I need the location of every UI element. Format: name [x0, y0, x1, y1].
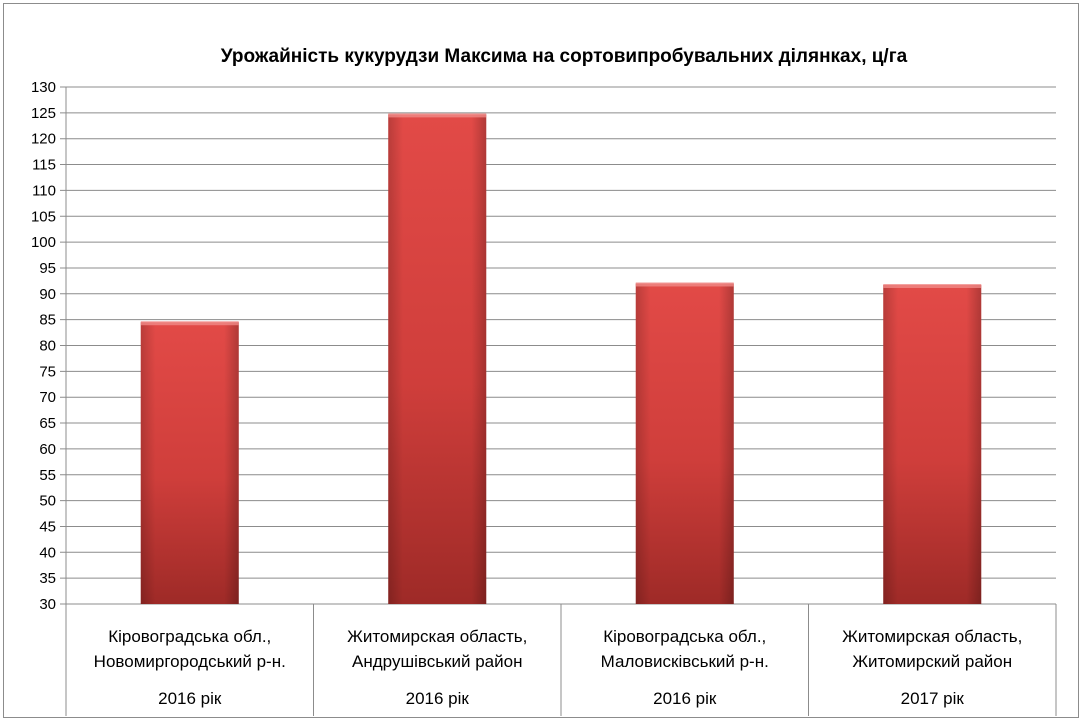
y-tick-label: 115: [32, 157, 56, 174]
bar-chart: Урожайність кукурудзи Максима на сортови…: [31, 46, 1057, 716]
y-tick-label: 85: [39, 312, 56, 329]
category-labels: Кіровоградська обл., Новомиргородський р-…: [94, 627, 1023, 708]
y-tick-label: 125: [31, 105, 56, 122]
y-tick-label: 70: [39, 389, 56, 406]
category-label-line2: Новомиргородський р-н.: [94, 652, 286, 671]
category-label-line1: Кіровоградська обл.,: [603, 627, 766, 646]
chart-frame: Урожайність кукурудзи Максима на сортови…: [3, 3, 1079, 718]
y-tick-label: 75: [39, 363, 56, 380]
bar-shading: [388, 114, 487, 604]
category-label-line2: Житомирский район: [852, 652, 1012, 671]
category-label-line1: Житомирская область,: [842, 627, 1022, 646]
category-year-label: 2016 рік: [653, 689, 717, 708]
y-tick-label: 35: [39, 570, 56, 587]
bars: [140, 113, 982, 604]
bar-top-highlight: [140, 321, 239, 326]
bar-shading: [635, 283, 734, 604]
y-tick-label: 40: [39, 544, 56, 561]
bar-top-highlight: [388, 113, 487, 118]
category-label-line1: Житомирская область,: [347, 627, 527, 646]
category-label-line2: Андрушівський район: [352, 652, 522, 671]
category-label-line2: Маловисківський р-н.: [601, 652, 769, 671]
bar-top-highlight: [883, 284, 982, 289]
y-tick-label: 80: [39, 338, 56, 355]
y-tick-label: 45: [39, 518, 56, 535]
y-tick-label: 50: [39, 493, 56, 510]
bar-shading: [883, 285, 982, 604]
category-year-label: 2017 рік: [901, 689, 965, 708]
y-tick-label: 60: [39, 441, 56, 458]
y-tick-label: 130: [31, 79, 56, 96]
y-tick-label: 105: [31, 208, 56, 225]
bar-shading: [140, 322, 239, 604]
chart-title: Урожайність кукурудзи Максима на сортови…: [221, 46, 908, 67]
y-tick-label: 90: [39, 286, 56, 303]
y-tick-label: 110: [32, 182, 56, 199]
y-tick-label: 120: [31, 131, 56, 148]
y-tick-label: 55: [39, 467, 56, 484]
category-year-label: 2016 рік: [158, 689, 222, 708]
bar-top-highlight: [635, 282, 734, 287]
y-tick-label: 30: [39, 596, 56, 613]
y-tick-label: 95: [39, 260, 56, 277]
y-tick-label: 65: [39, 415, 56, 432]
y-tick-label: 100: [31, 234, 56, 251]
y-axis-ticks: 30 35 40 45 50 55 60 65 70 75 80 85 90 95 100 105 110 115…: [31, 79, 56, 613]
category-year-label: 2016 рік: [406, 689, 470, 708]
category-label-line1: Кіровоградська обл.,: [108, 627, 271, 646]
